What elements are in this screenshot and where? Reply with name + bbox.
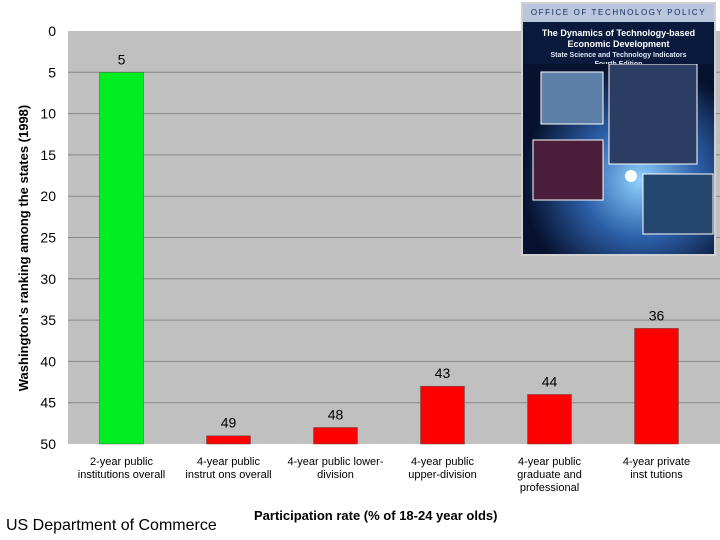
y-tick-label: 30 [40, 271, 56, 287]
y-tick-label: 15 [40, 147, 56, 163]
x-tick-label: 4-year public instrut ons overall [185, 456, 271, 481]
data-label: 49 [221, 415, 237, 431]
bar [634, 328, 679, 445]
y-tick-label: 5 [48, 64, 56, 80]
x-tick-label: 4-year public graduate and professional [517, 456, 582, 494]
x-tick-label: 4-year public upper-division [408, 456, 476, 481]
cover-header: OFFICE OF TECHNOLOGY POLICY [523, 4, 714, 22]
y-tick-label: 25 [40, 230, 56, 246]
y-tick-label: 35 [40, 312, 56, 328]
y-axis-ticks: 0 5 10 15 20 25 30 35 40 45 50 [40, 23, 56, 452]
gridlines [68, 71, 720, 404]
data-label: 43 [435, 365, 451, 381]
report-cover-image: OFFICE OF TECHNOLOGY POLICY The Dynamics… [521, 2, 716, 256]
x-tick-label: 4-year public lower-division [288, 456, 384, 481]
cover-title: The Dynamics of Technology-based Economi… [541, 28, 696, 49]
y-tick-label: 40 [40, 353, 56, 369]
x-tick-label: 4-year private inst tutions [623, 456, 690, 481]
y-tick-label: 10 [40, 106, 56, 122]
cover-subtitle: State Science and Technology Indicators [550, 52, 687, 59]
bar [527, 394, 572, 445]
y-tick-label: 0 [48, 23, 56, 39]
data-labels: 5 49 48 43 44 36 [118, 51, 665, 430]
y-tick-label: 20 [40, 188, 56, 204]
bar [313, 427, 358, 445]
x-axis-label: Participation rate (% of 18-24 year olds… [254, 508, 498, 523]
y-axis-label-wrap: Washington's ranking among the states (1… [16, 105, 303, 392]
bar [206, 435, 251, 445]
data-label: 36 [649, 307, 665, 323]
source-credit: US Department of Commerce [6, 517, 217, 534]
x-tick-label: 2-year public institutions overall [78, 456, 165, 481]
y-tick-label: 45 [40, 395, 56, 411]
y-axis-label: Washington's ranking among the states (1… [16, 104, 31, 392]
x-axis-categories: 2-year public institutions overall 4-year … [78, 456, 690, 494]
data-label: 5 [118, 51, 126, 67]
bars [99, 72, 679, 445]
y-tick-label: 50 [40, 436, 56, 452]
data-label: 44 [542, 373, 558, 389]
bar [99, 72, 144, 445]
data-label: 48 [328, 406, 344, 422]
cover-artwork [523, 64, 714, 254]
bar [420, 385, 465, 445]
